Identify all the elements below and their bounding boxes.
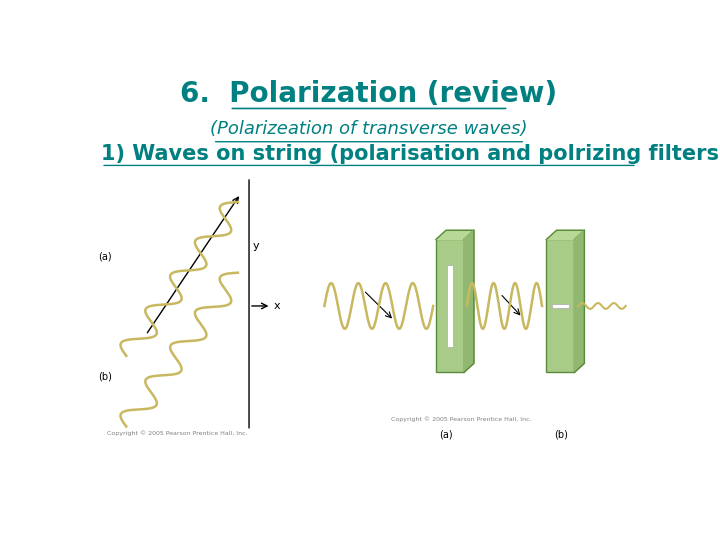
Text: 6.  Polarization (review): 6. Polarization (review) — [181, 80, 557, 108]
Polygon shape — [552, 304, 569, 308]
Polygon shape — [464, 230, 474, 373]
Polygon shape — [436, 239, 464, 373]
Text: y: y — [253, 241, 260, 251]
Polygon shape — [436, 230, 474, 239]
Polygon shape — [546, 230, 585, 239]
Text: (a): (a) — [439, 430, 453, 440]
Text: 1) Waves on string (polarisation and polrizing filters): 1) Waves on string (polarisation and pol… — [101, 144, 720, 164]
Polygon shape — [447, 265, 453, 347]
Polygon shape — [575, 230, 585, 373]
Text: x: x — [274, 301, 281, 311]
Text: (Polarizeation of transverse waves): (Polarizeation of transverse waves) — [210, 120, 528, 138]
Text: (b): (b) — [554, 430, 569, 440]
Text: (a): (a) — [99, 251, 112, 261]
Text: (b): (b) — [99, 372, 112, 382]
Text: Copyright © 2005 Pearson Prentice Hall, Inc.: Copyright © 2005 Pearson Prentice Hall, … — [107, 431, 248, 436]
Polygon shape — [546, 239, 575, 373]
Text: Copyright © 2005 Pearson Prentice Hall, Inc.: Copyright © 2005 Pearson Prentice Hall, … — [391, 416, 531, 422]
